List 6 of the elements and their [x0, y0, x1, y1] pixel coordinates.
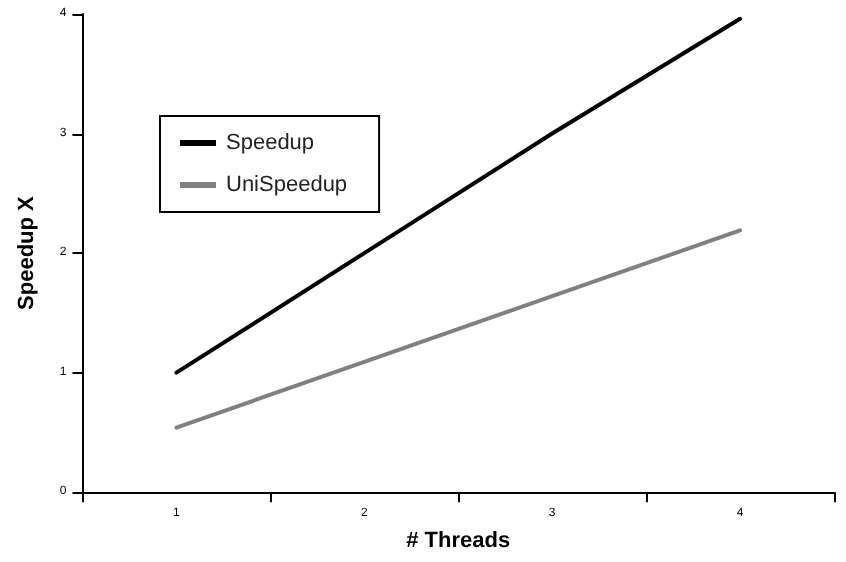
line-series: [174, 16, 743, 375]
legend-label: UniSpeedup: [226, 173, 348, 197]
line-series: [174, 228, 743, 430]
x-axis-title: # Threads: [406, 529, 511, 553]
y-axis-title: Speedup X: [15, 194, 39, 310]
legend-label: Speedup: [226, 131, 315, 155]
